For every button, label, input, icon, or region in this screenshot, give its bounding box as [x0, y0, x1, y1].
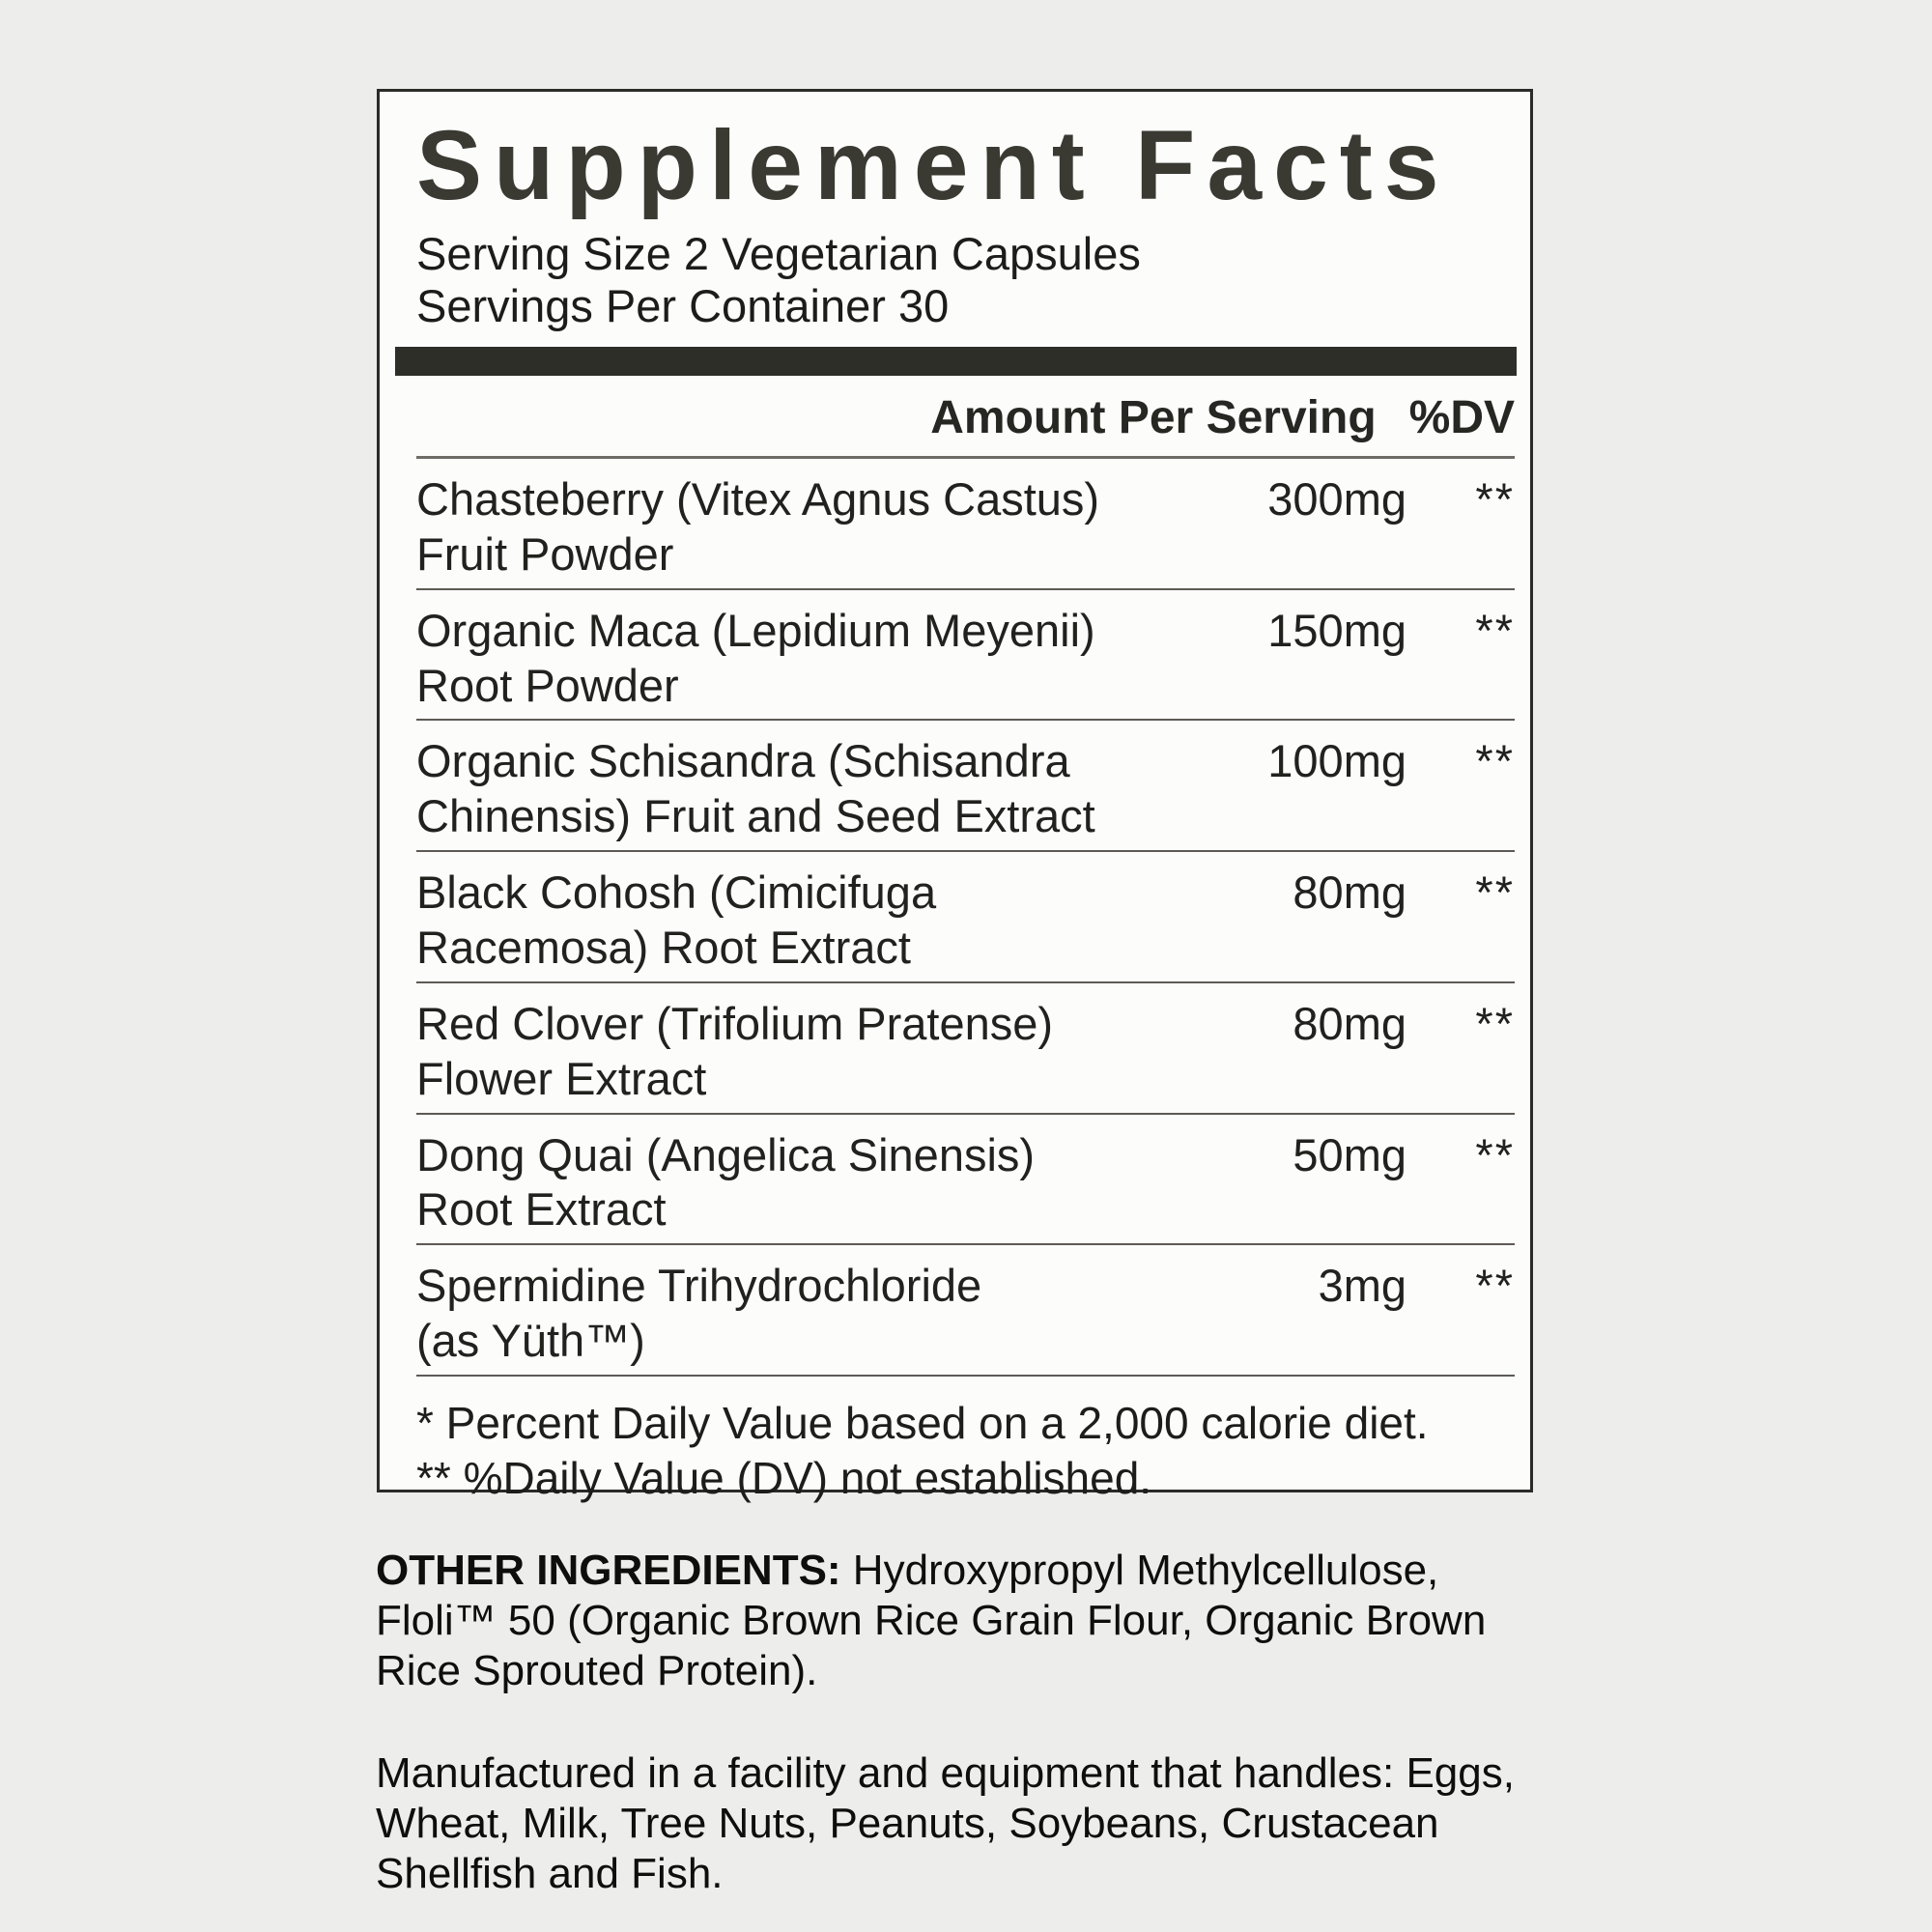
ingredient-row-red-clover: Red Clover (Trifolium Pratense) Flower E… — [416, 983, 1515, 1115]
allergen-notice-paragraph: Manufactured in a facility and equipment… — [376, 1748, 1612, 1899]
ingredient-name-line2: Chinensis) Fruit and Seed Extract — [416, 790, 1095, 842]
panel-title: Supplement Facts — [416, 110, 1451, 220]
ingredient-amount: 100mg — [1267, 735, 1406, 787]
ingredient-name-line1: Chasteberry (Vitex Agnus Castus) — [416, 472, 1100, 525]
divider-thick-bar — [395, 346, 1517, 376]
ingredient-dv: ** — [1475, 472, 1515, 525]
servings-per-container: Servings Per Container 30 — [416, 280, 950, 332]
other-ingredients-line: Floli™ 50 (Organic Brown Rice Grain Flou… — [376, 1596, 1487, 1644]
ingredient-amount: 80mg — [1293, 997, 1406, 1049]
ingredient-name: Red Clover (Trifolium Pratense) Flower E… — [416, 997, 1204, 1107]
ingredient-name: Chasteberry (Vitex Agnus Castus) Fruit P… — [416, 472, 1204, 582]
other-ingredients-label: OTHER INGREDIENTS: — [376, 1547, 841, 1594]
ingredient-name: Spermidine Trihydrochloride (as Yüth™) — [416, 1259, 1204, 1369]
allergen-notice-line: Wheat, Milk, Tree Nuts, Peanuts, Soybean… — [376, 1799, 1439, 1847]
ingredient-row-dong-quai: Dong Quai (Angelica Sinensis) Root Extra… — [416, 1115, 1515, 1246]
ingredient-row-black-cohosh: Black Cohosh (Cimicifuga Racemosa) Root … — [416, 852, 1515, 983]
ingredient-dv: ** — [1475, 1128, 1515, 1180]
ingredient-name-line1: Black Cohosh (Cimicifuga — [416, 867, 937, 919]
ingredient-name-line2: Root Powder — [416, 659, 679, 711]
ingredient-name-line1: Organic Maca (Lepidium Meyenii) — [416, 604, 1095, 656]
ingredient-name: Black Cohosh (Cimicifuga Racemosa) Root … — [416, 866, 1204, 976]
allergen-notice-line: Manufactured in a facility and equipment… — [376, 1749, 1515, 1797]
column-header: Amount Per Serving %DV — [416, 391, 1515, 459]
ingredient-name-line2: Flower Extract — [416, 1052, 707, 1104]
serving-size: Serving Size 2 Vegetarian Capsules — [416, 227, 1141, 279]
ingredient-amount: 3mg — [1318, 1260, 1406, 1312]
ingredient-amount: 150mg — [1267, 604, 1406, 656]
ingredient-name-line1: Organic Schisandra (Schisandra — [416, 735, 1070, 787]
footnote-daily-value: * Percent Daily Value based on a 2,000 c… — [416, 1397, 1429, 1448]
ingredient-row-maca: Organic Maca (Lepidium Meyenii) Root Pow… — [416, 590, 1515, 722]
other-ingredients-text: Hydroxypropyl Methylcellulose, — [840, 1547, 1439, 1594]
ingredient-name: Organic Maca (Lepidium Meyenii) Root Pow… — [416, 604, 1204, 714]
serving-info: Serving Size 2 Vegetarian Capsules Servi… — [416, 228, 1515, 333]
ingredient-name-line2: Racemosa) Root Extract — [416, 921, 911, 973]
ingredient-dv: ** — [1475, 867, 1515, 919]
supplement-facts-panel: Supplement Facts Serving Size 2 Vegetari… — [377, 89, 1533, 1503]
ingredient-dv: ** — [1475, 997, 1515, 1049]
other-ingredients-line: Rice Sprouted Protein). — [376, 1646, 818, 1694]
ingredient-amount: 80mg — [1293, 867, 1406, 919]
allergen-notice-line: Shellfish and Fish. — [376, 1849, 724, 1897]
column-header-dv: %DV — [1408, 391, 1515, 443]
ingredient-name-line2: Fruit Powder — [416, 527, 674, 580]
ingredient-name-line2: (as Yüth™) — [416, 1315, 645, 1367]
ingredient-name-line2: Root Extract — [416, 1183, 667, 1236]
ingredient-amount: 50mg — [1293, 1128, 1406, 1180]
ingredient-amount: 300mg — [1267, 472, 1406, 525]
ingredient-row-spermidine: Spermidine Trihydrochloride (as Yüth™) 3… — [416, 1245, 1515, 1377]
ingredient-dv: ** — [1475, 604, 1515, 656]
ingredient-name-line1: Spermidine Trihydrochloride — [416, 1260, 982, 1312]
other-ingredients-line: OTHER INGREDIENTS: Hydroxypropyl Methylc… — [376, 1546, 1612, 1596]
ingredient-row-chasteberry: Chasteberry (Vitex Agnus Castus) Fruit P… — [416, 459, 1515, 590]
ingredient-dv: ** — [1475, 735, 1515, 787]
ingredient-name-line1: Red Clover (Trifolium Pratense) — [416, 997, 1054, 1049]
ingredient-name: Dong Quai (Angelica Sinensis) Root Extra… — [416, 1128, 1204, 1238]
ingredient-dv: ** — [1475, 1260, 1515, 1312]
footnote-dv-not-established: ** %Daily Value (DV) not established. — [416, 1452, 1152, 1503]
ingredient-row-schisandra: Organic Schisandra (Schisandra Chinensis… — [416, 721, 1515, 853]
ingredient-name-line1: Dong Quai (Angelica Sinensis) — [416, 1128, 1036, 1180]
ingredient-name: Organic Schisandra (Schisandra Chinensis… — [416, 734, 1204, 844]
footnotes: * Percent Daily Value based on a 2,000 c… — [416, 1377, 1515, 1506]
other-ingredients-paragraph: OTHER INGREDIENTS: Hydroxypropyl Methylc… — [376, 1546, 1612, 1696]
column-header-amount: Amount Per Serving — [930, 391, 1377, 443]
